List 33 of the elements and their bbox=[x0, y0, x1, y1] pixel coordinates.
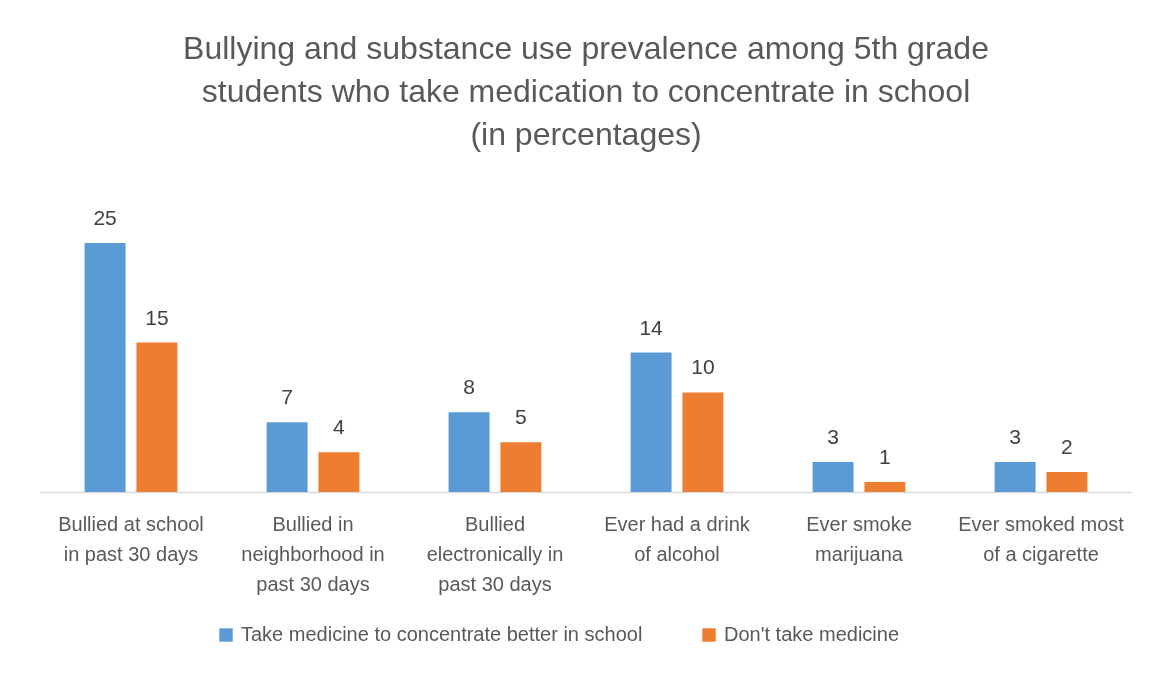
bar bbox=[448, 412, 490, 492]
data-label: 14 bbox=[639, 315, 664, 339]
data-label: 2 bbox=[1061, 435, 1073, 459]
data-label: 8 bbox=[463, 375, 475, 399]
bar bbox=[500, 442, 542, 492]
bar bbox=[318, 452, 360, 492]
data-label: 3 bbox=[1009, 425, 1021, 449]
data-label: 3 bbox=[827, 425, 839, 449]
legend-label: Don't take medicine bbox=[724, 623, 900, 645]
bar bbox=[136, 342, 178, 492]
bar bbox=[84, 242, 126, 492]
data-label: 7 bbox=[281, 385, 293, 409]
x-tick-label: Ever smoke marijuana bbox=[806, 512, 912, 565]
x-tick-label: Ever had a drink of alcohol bbox=[604, 512, 751, 565]
bar bbox=[864, 482, 906, 492]
data-label: 4 bbox=[333, 415, 346, 439]
chart-title: Bullying and substance use prevalence among 5th grade students who take medication to concentrate in school (in percentages) bbox=[183, 29, 989, 152]
data-label: 10 bbox=[691, 355, 715, 379]
bar bbox=[630, 352, 672, 492]
bar bbox=[266, 422, 308, 492]
bar bbox=[1046, 472, 1088, 492]
bar bbox=[682, 392, 724, 492]
legend-label: Take medicine to concentrate better in school bbox=[241, 623, 643, 645]
data-label: 1 bbox=[879, 445, 891, 469]
bar bbox=[812, 462, 854, 492]
x-tick-label: Bullied in neighborhood in past 30 days bbox=[241, 512, 385, 595]
x-tick-label: Ever smoked most of a cigarette bbox=[958, 512, 1125, 565]
data-label: 25 bbox=[93, 205, 117, 229]
x-tick-label: Bullied at school in past 30 days bbox=[58, 512, 204, 565]
data-label: 15 bbox=[145, 305, 169, 329]
data-label: 5 bbox=[515, 405, 527, 429]
x-tick-label: Bullied electronically in past 30 days bbox=[426, 512, 564, 595]
bar bbox=[994, 462, 1036, 492]
